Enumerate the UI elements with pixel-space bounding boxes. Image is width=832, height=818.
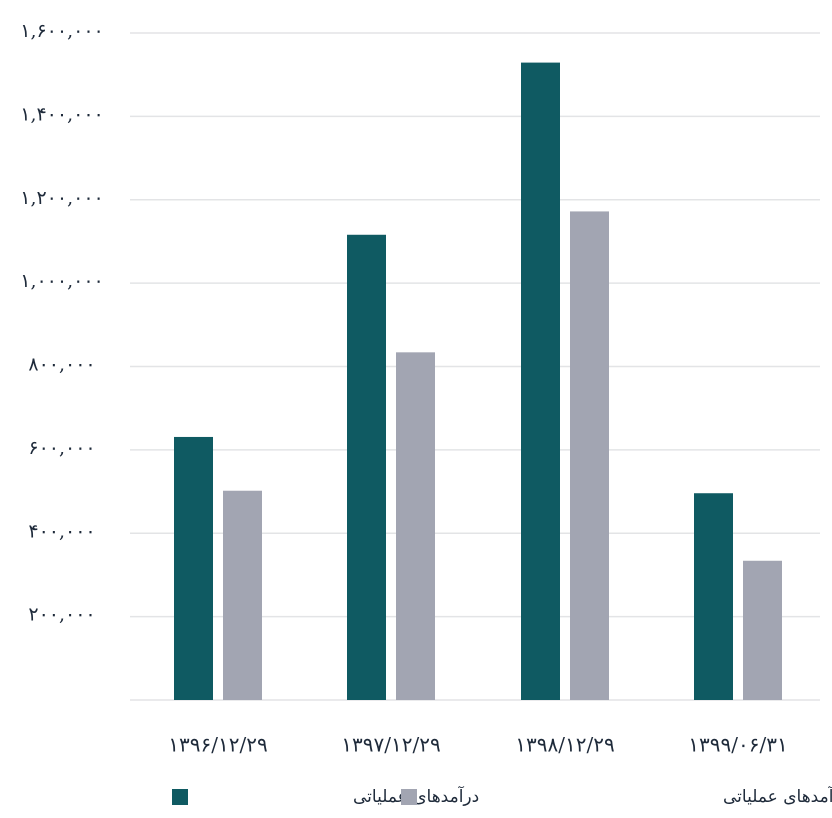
legend-swatch-1 [401,789,417,805]
y-tick-label: ۱,۲۰۰,۰۰۰ [20,187,104,209]
x-axis-ticks: ۱۳۹۶/۱۲/۲۹ ۱۳۹۷/۱۲/۲۹ ۱۳۹۸/۱۲/۲۹ ۱۳۹۹/۰۶/۳۱ [168,733,787,757]
y-tick-label: ۲۰۰,۰۰۰ [28,604,95,626]
x-tick-label: ۱۳۹۶/۱۲/۲۹ [168,733,267,757]
bar-revenue-1 [347,234,386,700]
y-tick-label: ۴۰۰,۰۰۰ [28,520,95,542]
y-tick-label: ۱,۰۰۰,۰۰۰ [20,270,104,292]
y-tick-label: ۱,۴۰۰,۰۰۰ [20,103,104,125]
bar-cost-2 [570,211,609,701]
bar-revenue-2 [521,62,560,700]
y-tick-label: ۸۰۰,۰۰۰ [28,354,95,376]
x-tick-label: ۱۳۹۷/۱۲/۲۹ [341,733,440,757]
y-axis-ticks: ۲۰۰,۰۰۰ ۴۰۰,۰۰۰ ۶۰۰,۰۰۰ ۸۰۰,۰۰۰ ۱,۰۰۰,۰۰۰ ۱,۲… [20,20,104,626]
bar-revenue-0 [174,436,213,700]
bar-revenue-3 [694,493,733,700]
bar-cost-3 [743,560,782,700]
legend-swatch-0 [172,789,188,805]
bar-cost-0 [223,490,262,700]
x-tick-label: ۱۳۹۹/۰۶/۳۱ [688,733,787,757]
x-tick-label: ۱۳۹۸/۱۲/۲۹ [515,733,614,757]
legend: درآمدهای عملیاتیبهای تمام شده درآمدهای ع… [172,785,832,807]
bar-cost-1 [396,352,435,700]
legend-label-1: بهای تمام شده درآمدهای عملیاتی [723,785,832,807]
bars [174,62,782,701]
y-tick-label: ۱,۶۰۰,۰۰۰ [20,20,104,42]
y-tick-label: ۶۰۰,۰۰۰ [28,437,95,459]
